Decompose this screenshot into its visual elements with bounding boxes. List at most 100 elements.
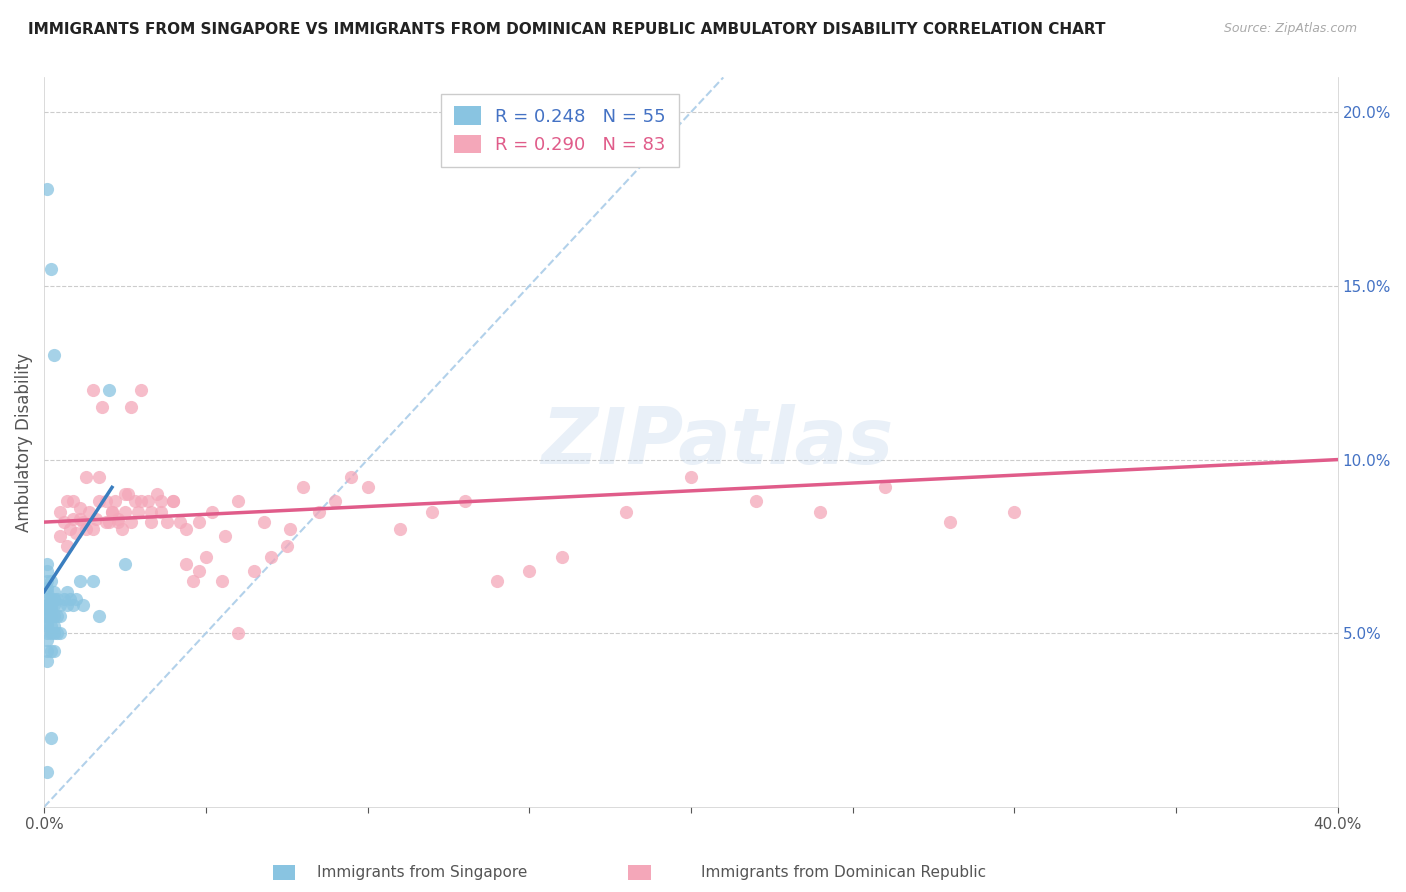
Point — [453, 494, 475, 508]
Text: Immigrants from Singapore: Immigrants from Singapore — [316, 865, 527, 880]
Point — [420, 505, 443, 519]
FancyBboxPatch shape — [273, 864, 295, 880]
Point — [136, 494, 159, 508]
Point — [87, 470, 110, 484]
Point — [39, 599, 62, 613]
Point — [39, 608, 62, 623]
FancyBboxPatch shape — [628, 864, 651, 880]
Point — [49, 626, 72, 640]
Point — [37, 602, 59, 616]
Point — [69, 511, 91, 525]
Point — [176, 557, 198, 571]
Point — [485, 574, 508, 589]
Point — [614, 505, 637, 519]
Point — [291, 480, 314, 494]
Point — [226, 494, 249, 508]
Point — [49, 505, 72, 519]
Point — [37, 564, 59, 578]
Point — [82, 383, 104, 397]
Point — [87, 494, 110, 508]
Point — [873, 480, 896, 494]
Text: Source: ZipAtlas.com: Source: ZipAtlas.com — [1223, 22, 1357, 36]
Point — [52, 515, 75, 529]
Point — [62, 494, 84, 508]
Point — [39, 619, 62, 633]
Point — [94, 494, 117, 508]
Point — [42, 608, 65, 623]
Point — [79, 505, 101, 519]
Point — [49, 599, 72, 613]
Point — [278, 522, 301, 536]
Point — [201, 505, 224, 519]
Point — [37, 619, 59, 633]
Point — [55, 540, 77, 554]
Point — [679, 470, 702, 484]
Point — [101, 505, 124, 519]
Point — [52, 591, 75, 606]
Point — [194, 549, 217, 564]
Point — [42, 643, 65, 657]
Point — [340, 470, 363, 484]
Point — [101, 505, 124, 519]
Point — [139, 505, 162, 519]
Point — [308, 505, 330, 519]
Point — [42, 584, 65, 599]
Point — [42, 591, 65, 606]
Text: Immigrants from Dominican Republic: Immigrants from Dominican Republic — [702, 865, 986, 880]
Point — [37, 599, 59, 613]
Point — [75, 522, 97, 536]
Point — [226, 626, 249, 640]
Point — [37, 765, 59, 780]
Text: ZIPatlas: ZIPatlas — [541, 404, 893, 480]
Point — [162, 494, 184, 508]
Point — [87, 608, 110, 623]
Point — [37, 591, 59, 606]
Point — [39, 643, 62, 657]
Point — [356, 480, 378, 494]
Point — [107, 511, 129, 525]
Point — [42, 626, 65, 640]
Point — [176, 522, 198, 536]
Point — [65, 525, 87, 540]
Point — [104, 494, 127, 508]
Point — [97, 383, 120, 397]
Point — [517, 564, 540, 578]
Point — [37, 654, 59, 668]
Point — [65, 591, 87, 606]
Point — [111, 522, 134, 536]
Point — [37, 633, 59, 648]
Point — [214, 529, 236, 543]
Point — [1002, 505, 1025, 519]
Point — [744, 494, 766, 508]
Point — [42, 348, 65, 362]
Point — [39, 602, 62, 616]
Point — [149, 505, 172, 519]
Point — [94, 515, 117, 529]
Point — [69, 574, 91, 589]
Point — [107, 515, 129, 529]
Point — [938, 515, 960, 529]
Point — [114, 557, 136, 571]
Point — [42, 619, 65, 633]
Point — [46, 608, 69, 623]
Point — [84, 511, 107, 525]
Point — [62, 599, 84, 613]
Point — [39, 591, 62, 606]
Point — [75, 470, 97, 484]
Point — [46, 626, 69, 640]
Point — [91, 401, 114, 415]
Point — [39, 731, 62, 745]
Point — [37, 557, 59, 571]
Point — [550, 549, 572, 564]
Point — [37, 608, 59, 623]
Point — [49, 608, 72, 623]
Point — [39, 626, 62, 640]
Point — [129, 383, 152, 397]
Point — [181, 574, 204, 589]
Point — [46, 591, 69, 606]
Point — [55, 494, 77, 508]
Point — [211, 574, 233, 589]
Point — [37, 181, 59, 195]
Point — [146, 487, 169, 501]
Point — [124, 494, 146, 508]
